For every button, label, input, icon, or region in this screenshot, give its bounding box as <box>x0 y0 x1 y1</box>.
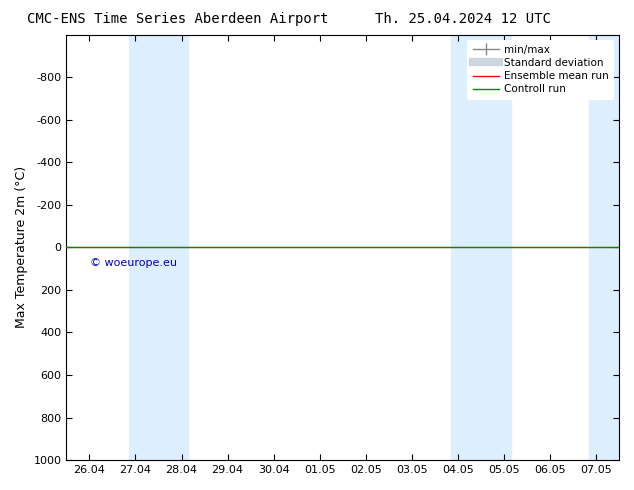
Text: Th. 25.04.2024 12 UTC: Th. 25.04.2024 12 UTC <box>375 12 551 26</box>
Legend: min/max, Standard deviation, Ensemble mean run, Controll run: min/max, Standard deviation, Ensemble me… <box>467 40 614 99</box>
Text: © woeurope.eu: © woeurope.eu <box>91 258 178 268</box>
Bar <box>589 35 619 460</box>
Text: CMC-ENS Time Series Aberdeen Airport: CMC-ENS Time Series Aberdeen Airport <box>27 12 328 26</box>
Bar <box>451 35 511 460</box>
Y-axis label: Max Temperature 2m (°C): Max Temperature 2m (°C) <box>15 166 28 328</box>
Bar <box>129 35 188 460</box>
